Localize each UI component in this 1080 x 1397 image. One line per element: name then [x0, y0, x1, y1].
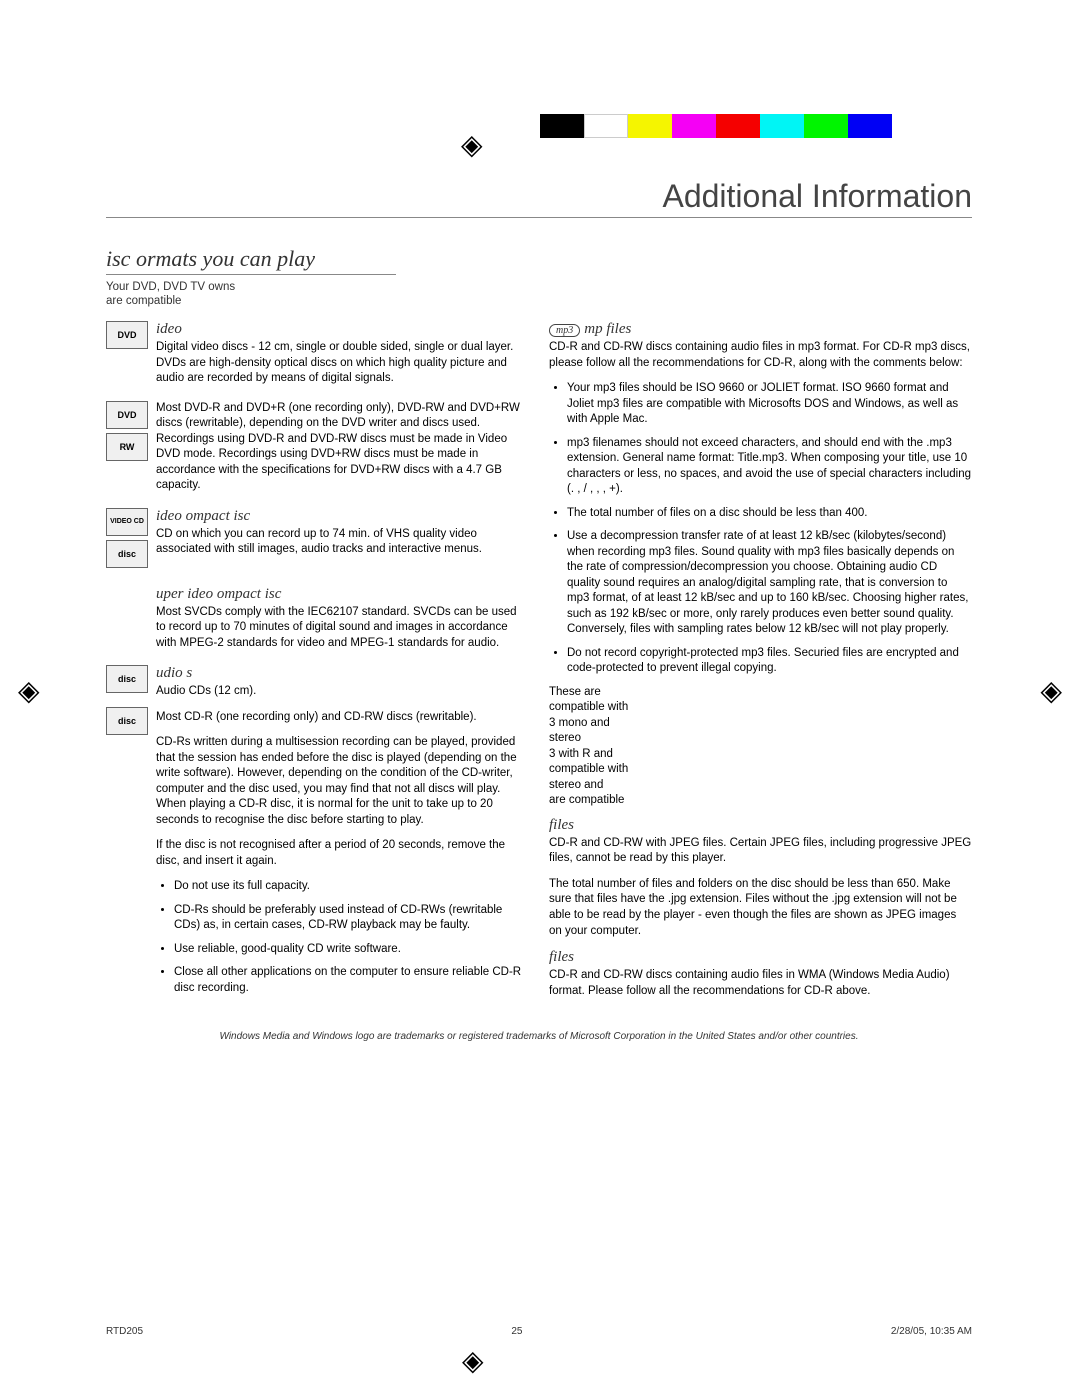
jpeg-p1: CD-R and CD-RW with JPEG files. Certain …: [549, 836, 972, 867]
dvd-video-text: Digital video discs - 12 cm, single or d…: [156, 340, 529, 387]
footer-page-num: 25: [511, 1326, 522, 1337]
page-content: Additional Information isc ormats you ca…: [106, 178, 972, 1043]
registration-mark-left: [18, 674, 40, 707]
vcd-text: CD on which you can record up to 74 min.…: [156, 527, 529, 558]
audio-bullets: Do not use its full capacity. CD-Rs shou…: [156, 879, 529, 996]
svcd-text: Most SVCDs comply with the IEC62107 stan…: [156, 605, 529, 652]
wma-section: files CD-R and CD-RW discs containing au…: [549, 949, 972, 999]
right-column: mp3 mp files CD-R and CD-RW discs contain…: [549, 321, 972, 1018]
svcd-title: uper ideo ompact isc: [156, 586, 529, 603]
audio-line2: Most CD-R (one recording only) and CD-RW…: [156, 710, 529, 726]
mp3-title-text: mp files: [584, 321, 631, 337]
dvd-rw-text: Most DVD-R and DVD+R (one recording only…: [156, 401, 529, 494]
jpeg-section: files CD-R and CD-RW with JPEG files. Ce…: [549, 817, 972, 939]
mp3-title: mp3 mp files: [549, 321, 972, 338]
audio-disc-icon: disc: [106, 665, 148, 693]
note-lines: These are compatible with 3 mono and ste…: [549, 685, 972, 809]
audio-para1: CD-Rs written during a multisession reco…: [156, 735, 529, 828]
registration-mark-bottom: [462, 1344, 484, 1377]
dvd-icon: DVD: [106, 401, 148, 429]
print-color-bar: [540, 114, 892, 138]
intro-line-2: are compatible: [106, 295, 972, 307]
left-column: DVD ideo Digital video discs - 12 cm, si…: [106, 321, 529, 1018]
mp3-b1: Your mp3 files should be ISO 9660 or JOL…: [567, 381, 972, 428]
audio-b2: CD-Rs should be preferably used instead …: [174, 903, 529, 934]
jpeg-p2: The total number of files and folders on…: [549, 877, 972, 939]
mp3-bullets: Your mp3 files should be ISO 9660 or JOL…: [549, 381, 972, 677]
jpeg-title: files: [549, 817, 972, 834]
mp3-b4: Use a decompression transfer rate of at …: [567, 529, 972, 638]
dvd-video-icon: DVD: [106, 321, 148, 349]
audio-cd-section: disc disc udio s Audio CDs (12 cm). Most…: [106, 665, 529, 1004]
video-cd-icon: VIDEO CD: [106, 508, 148, 536]
dvd-rw-section: DVD RW Most DVD-R and DVD+R (one recordi…: [106, 401, 529, 494]
mp3-section: mp3 mp files CD-R and CD-RW discs contain…: [549, 321, 972, 677]
mp3-b3: The total number of files on a disc shou…: [567, 506, 972, 522]
dvd-video-section: DVD ideo Digital video discs - 12 cm, si…: [106, 321, 529, 387]
svcd-section: uper ideo ompact isc Most SVCDs comply w…: [106, 586, 529, 652]
section-title: isc ormats you can play: [106, 246, 396, 275]
page-footer: RTD205 25 2/28/05, 10:35 AM: [106, 1326, 972, 1337]
audio-line1: Audio CDs (12 cm).: [156, 684, 529, 700]
vcd-title: ideo ompact isc: [156, 508, 529, 525]
registration-mark-top: [461, 128, 483, 161]
audio-b1: Do not use its full capacity.: [174, 879, 529, 895]
mp3-b2: mp3 filenames should not exceed characte…: [567, 436, 972, 498]
two-column-layout: DVD ideo Digital video discs - 12 cm, si…: [106, 321, 972, 1018]
registration-mark-right: [1040, 674, 1062, 707]
audio-para2: If the disc is not recognised after a pe…: [156, 838, 529, 869]
mp3-intro: CD-R and CD-RW discs containing audio fi…: [549, 340, 972, 371]
audio-b3: Use reliable, good-quality CD write soft…: [174, 942, 529, 958]
mp3-icon: mp3: [549, 324, 580, 337]
page-heading: Additional Information: [106, 178, 972, 218]
footer-timestamp: 2/28/05, 10:35 AM: [891, 1326, 972, 1337]
footer-model: RTD205: [106, 1326, 143, 1337]
disc-icon: disc: [106, 540, 148, 568]
dvd-video-title: ideo: [156, 321, 529, 338]
mp3-b5: Do not record copyright-protected mp3 fi…: [567, 646, 972, 677]
footnote: Windows Media and Windows logo are trade…: [106, 1030, 972, 1043]
audio-b4: Close all other applications on the comp…: [174, 965, 529, 996]
vcd-section: VIDEO CD disc ideo ompact isc CD on whic…: [106, 508, 529, 572]
compact-disc-icon: disc: [106, 707, 148, 735]
intro-line-1: Your DVD, DVD TV owns: [106, 281, 972, 293]
wma-text: CD-R and CD-RW discs containing audio fi…: [549, 968, 972, 999]
audio-title: udio s: [156, 665, 529, 682]
wma-title: files: [549, 949, 972, 966]
rw-icon: RW: [106, 433, 148, 461]
